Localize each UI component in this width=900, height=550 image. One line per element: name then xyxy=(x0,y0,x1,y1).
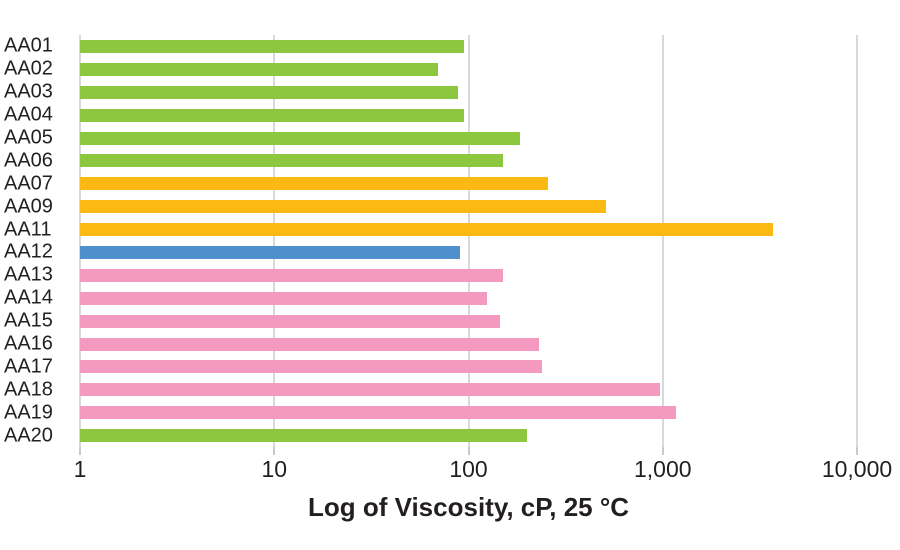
bars-layer xyxy=(80,35,857,447)
x-axis-title: Log of Viscosity, cP, 25 °C xyxy=(307,492,630,522)
category-labels: AA01 AA02 AA03 AA04 AA05 AA06 AA07 AA09 AA11 AA12… xyxy=(0,0,78,550)
category-label-AA19: AA19 xyxy=(4,401,53,424)
gridline-100 xyxy=(467,35,470,447)
bar-AA01 xyxy=(80,39,465,53)
x-tick-label: 100 xyxy=(449,456,488,482)
bar-AA19 xyxy=(80,406,676,420)
tick-mark-10 xyxy=(273,447,276,455)
bar-AA14 xyxy=(80,291,488,305)
category-label-AA11: AA11 xyxy=(4,218,52,241)
bar-AA11 xyxy=(80,223,774,237)
x-axis-ticks: 1 10 100 1,000 10,000 xyxy=(74,447,892,492)
bar-AA07 xyxy=(80,177,548,191)
bar-AA12 xyxy=(80,245,460,259)
bar-AA06 xyxy=(80,154,503,168)
x-tick-label: 10 xyxy=(261,456,288,482)
category-label-AA09: AA09 xyxy=(4,195,53,218)
tick-mark-1 xyxy=(79,447,81,455)
gridlines-layer xyxy=(79,35,858,447)
gridline-10 xyxy=(273,35,276,447)
bar-AA15 xyxy=(80,314,500,328)
bar-AA16 xyxy=(80,337,539,351)
category-label-AA14: AA14 xyxy=(4,286,53,309)
category-label-AA05: AA05 xyxy=(4,126,53,149)
category-label-AA03: AA03 xyxy=(4,80,53,103)
bar-AA18 xyxy=(80,383,661,397)
bar-AA03 xyxy=(80,85,458,99)
x-tick-label: 10,000 xyxy=(821,456,893,482)
category-label-AA07: AA07 xyxy=(4,172,53,195)
category-label-AA06: AA06 xyxy=(4,149,53,172)
bar-AA20 xyxy=(80,429,527,443)
bar-AA13 xyxy=(80,268,503,282)
category-label-AA01: AA01 xyxy=(4,34,53,57)
x-tick-label: 1,000 xyxy=(633,456,692,482)
category-label-AA20: AA20 xyxy=(4,424,53,447)
category-label-AA17: AA17 xyxy=(4,355,53,378)
bar-AA02 xyxy=(80,62,439,76)
category-label-AA15: AA15 xyxy=(4,309,53,332)
gridline-1 xyxy=(79,35,81,447)
category-label-AA04: AA04 xyxy=(4,103,53,126)
bar-AA04 xyxy=(80,108,465,122)
category-label-AA18: AA18 xyxy=(4,378,53,401)
bar-AA17 xyxy=(80,360,543,374)
tick-mark-1,000 xyxy=(661,447,664,455)
gridline-10,000 xyxy=(856,35,858,447)
bar-AA05 xyxy=(80,131,521,145)
category-label-AA16: AA16 xyxy=(4,332,53,355)
category-label-AA13: AA13 xyxy=(4,263,53,286)
x-tick-label: 1 xyxy=(73,456,87,482)
gridline-1,000 xyxy=(661,35,664,447)
bar-AA09 xyxy=(80,200,606,214)
category-label-AA12: AA12 xyxy=(4,240,53,263)
tick-mark-100 xyxy=(467,447,470,455)
tick-mark-10,000 xyxy=(856,447,858,455)
category-label-AA02: AA02 xyxy=(4,57,53,80)
plot-area xyxy=(79,35,858,447)
